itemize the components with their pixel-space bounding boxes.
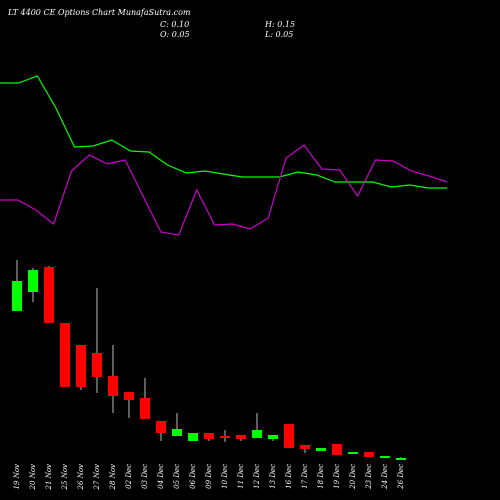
x-tick-label: 24 Dec <box>381 464 389 490</box>
candle-body <box>76 345 86 387</box>
candle-body <box>396 458 406 460</box>
x-tick-label: 04 Dec <box>157 464 165 489</box>
candle-body <box>172 429 182 436</box>
candle-body <box>268 435 278 439</box>
low-label: L: 0.05 <box>264 30 293 39</box>
x-tick-label: 11 Dec <box>237 464 245 489</box>
candle-body <box>348 452 358 454</box>
x-tick-label: 09 Dec <box>205 464 213 489</box>
indicator-line <box>0 75 447 189</box>
x-tick-label: 26 Nov <box>77 464 85 490</box>
x-tick-label: 28 Nov <box>109 464 117 490</box>
x-tick-label: 20 Nov <box>29 464 37 490</box>
candle-body <box>364 452 374 457</box>
x-tick-label: 19 Dec <box>333 464 341 489</box>
x-tick-label: 23 Dec <box>365 464 373 490</box>
x-tick-label: 06 Dec <box>189 464 197 489</box>
candle-body <box>220 436 230 438</box>
open-label: O: 0.05 <box>160 30 190 39</box>
candle-body <box>204 433 214 439</box>
close-label: C: 0.10 <box>160 20 189 29</box>
candle-body <box>236 435 246 439</box>
x-tick-label: 17 Dec <box>301 464 309 489</box>
candle-body <box>124 392 134 400</box>
candle-body <box>60 323 70 387</box>
candle-body <box>28 270 38 292</box>
candle-body <box>332 444 342 455</box>
x-tick-label: 27 Nov <box>93 464 101 490</box>
x-tick-label: 05 Dec <box>173 464 181 489</box>
x-tick-label: 19 Nov <box>13 464 21 489</box>
candle-body <box>108 376 118 396</box>
candle-body <box>300 445 310 449</box>
candle-body <box>316 448 326 451</box>
x-tick-label: 16 Dec <box>285 464 293 489</box>
x-tick-label: 13 Dec <box>269 464 277 489</box>
candle-body <box>380 456 390 458</box>
x-tick-label: 03 Dec <box>141 464 149 489</box>
high-label: H: 0.15 <box>264 20 295 29</box>
x-tick-label: 18 Dec <box>317 464 325 489</box>
x-tick-label: 26 Dec <box>397 464 405 490</box>
candle-body <box>156 421 166 433</box>
candle-body <box>44 267 54 323</box>
chart-title: LT 4400 CE Options Chart MunafaSutra.com <box>7 8 191 17</box>
candle-body <box>92 353 102 377</box>
x-tick-label: 21 Nov <box>45 464 53 490</box>
x-tick-label: 25 Nov <box>61 464 69 490</box>
x-tick-label: 12 Dec <box>253 464 261 489</box>
x-tick-label: 20 Dec <box>349 464 357 490</box>
candle-body <box>12 281 22 311</box>
x-tick-label: 02 Dec <box>125 464 133 489</box>
candle-body <box>252 430 262 438</box>
candle-body <box>140 398 150 419</box>
indicator-line <box>0 144 448 236</box>
candle-body <box>284 424 294 448</box>
x-tick-label: 10 Dec <box>221 464 229 489</box>
candle-body <box>188 433 198 441</box>
